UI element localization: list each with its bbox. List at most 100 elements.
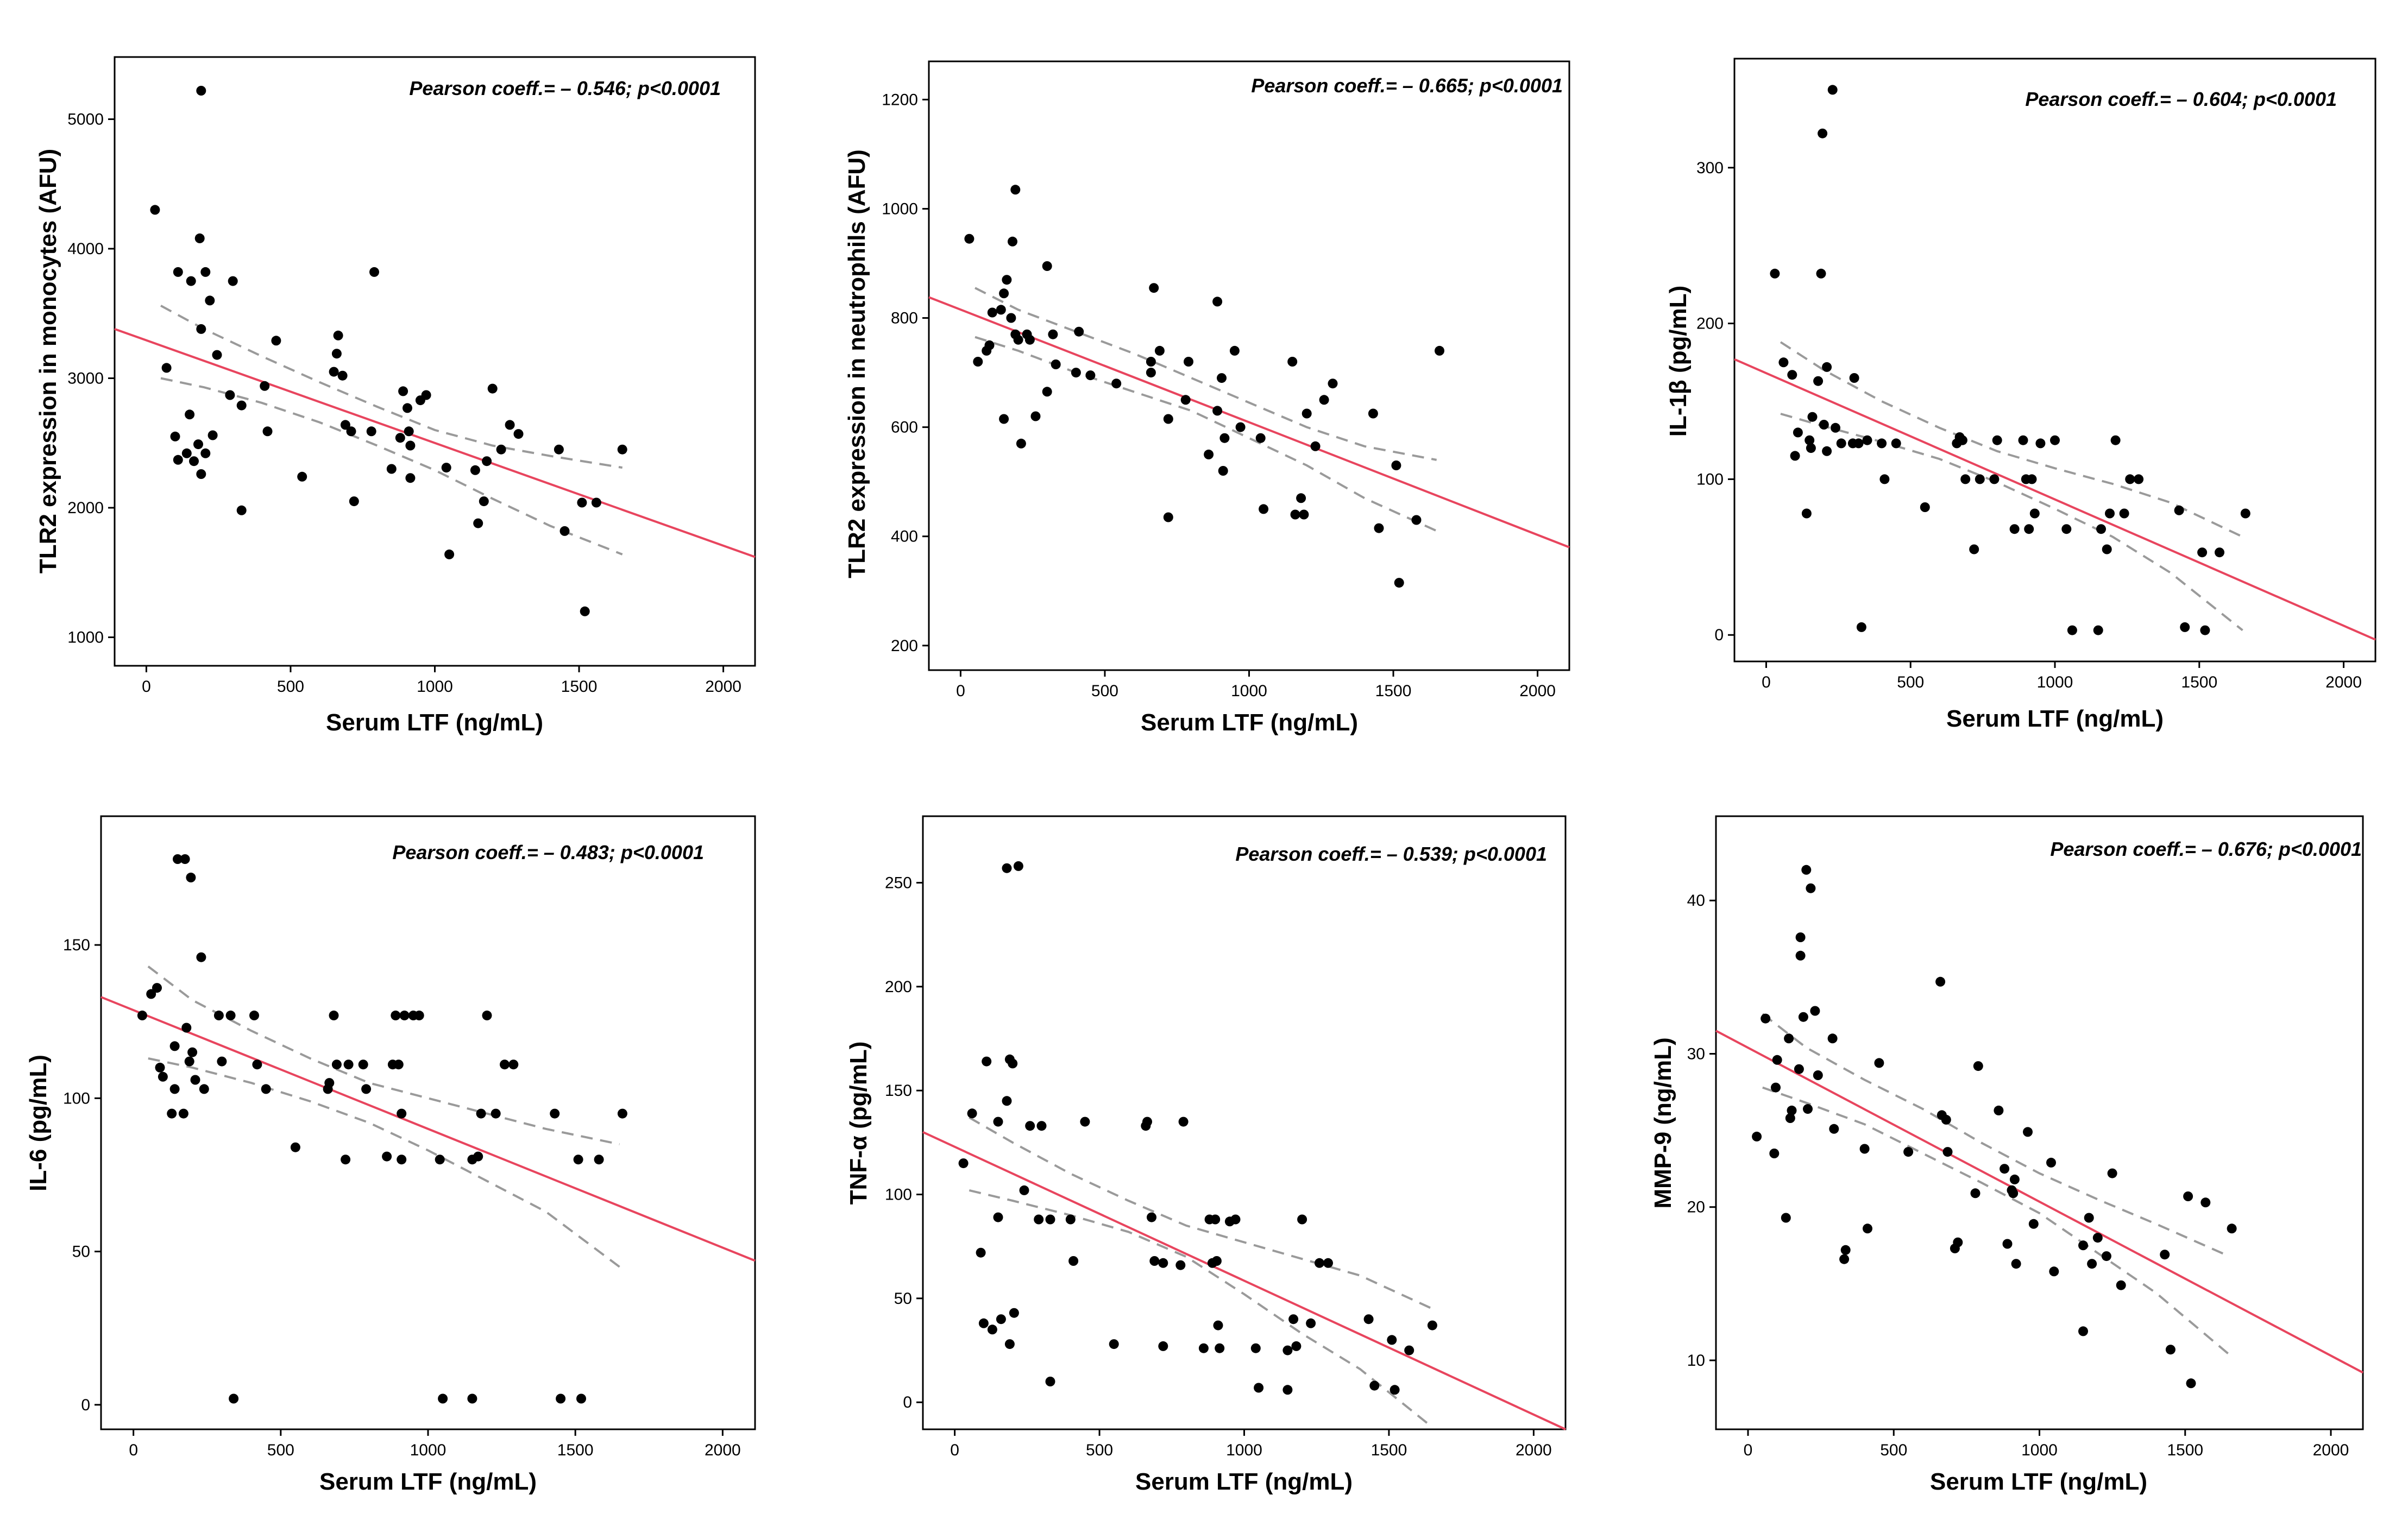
- data-point: [1235, 422, 1246, 432]
- y-tick-label: 150: [885, 1082, 912, 1100]
- data-point: [2046, 1157, 2056, 1168]
- data-point: [1801, 865, 1812, 875]
- x-axis-title: Serum LTF (ng/mL): [1930, 1468, 2147, 1495]
- data-point: [260, 381, 270, 391]
- data-point: [1862, 435, 1872, 445]
- data-point: [1827, 1033, 1838, 1044]
- x-axis-title: Serum LTF (ng/mL): [1135, 1468, 1353, 1495]
- data-point: [556, 1393, 566, 1404]
- data-point: [2024, 524, 2034, 534]
- data-point: [1435, 345, 1444, 356]
- data-point: [1787, 1105, 1797, 1115]
- y-tick-label: 2000: [67, 499, 104, 517]
- data-point: [1368, 408, 1378, 419]
- data-point: [964, 234, 974, 244]
- data-point: [1769, 1149, 1780, 1158]
- data-point: [1255, 433, 1266, 443]
- y-tick-label: 800: [891, 310, 918, 327]
- data-point: [1374, 523, 1384, 533]
- y-tick-label: 0: [1714, 626, 1724, 644]
- data-point: [1761, 1013, 1771, 1024]
- data-point: [1784, 1033, 1794, 1044]
- y-tick-label: 20: [1687, 1199, 1705, 1216]
- data-point: [1218, 466, 1228, 476]
- x-tick-label: 1000: [1226, 1441, 1262, 1459]
- data-point: [397, 1155, 407, 1165]
- data-point: [2105, 508, 2115, 519]
- data-point: [2186, 1378, 2196, 1389]
- data-point: [2183, 1191, 2193, 1201]
- data-point: [2078, 1326, 2088, 1336]
- data-point: [1411, 515, 1422, 525]
- points: [137, 854, 627, 1404]
- pearson-annotation: Pearson coeff.= – 0.483; p<0.0001: [392, 841, 704, 863]
- y-axis-title: IL-6 (pg/mL): [25, 1055, 52, 1191]
- data-point: [167, 1108, 177, 1119]
- data-point: [252, 1059, 262, 1070]
- data-point: [435, 1155, 445, 1165]
- data-point: [337, 370, 348, 381]
- data-point: [1074, 326, 1084, 337]
- x-tick-label: 500: [1897, 673, 1924, 691]
- data-point: [1794, 1064, 1804, 1074]
- y-axis: 0 50 100 150 200 250: [885, 874, 923, 1411]
- data-point: [249, 1010, 259, 1020]
- data-point: [594, 1155, 604, 1165]
- y-tick-label: 4000: [67, 240, 104, 258]
- pearson-annotation: Pearson coeff.= – 0.539; p<0.0001: [1235, 843, 1547, 865]
- data-point: [366, 426, 376, 437]
- data-point: [393, 1059, 404, 1070]
- data-point: [169, 1084, 180, 1094]
- x-tick-label: 1500: [561, 678, 598, 696]
- fit-line: [922, 1131, 1566, 1430]
- data-point: [180, 854, 190, 864]
- plot-frame: [1715, 815, 2364, 1430]
- ci-lower-line: [148, 1057, 620, 1268]
- data-point: [1394, 578, 1404, 588]
- x-tick-label: 1500: [1375, 682, 1412, 700]
- data-point: [158, 1071, 168, 1082]
- data-point: [271, 336, 281, 346]
- ci-upper-line: [974, 287, 1437, 461]
- data-point: [236, 505, 247, 515]
- x-tick-label: 2000: [2325, 673, 2362, 691]
- y-tick-label: 300: [1696, 159, 1724, 177]
- x-tick-label: 500: [1086, 1441, 1113, 1459]
- points: [1770, 85, 2250, 635]
- data-point: [1315, 1258, 1324, 1268]
- data-point: [1856, 622, 1866, 632]
- data-point: [1290, 509, 1300, 520]
- x-tick-label: 500: [1091, 682, 1118, 700]
- x-tick-label: 2000: [1519, 682, 1556, 700]
- data-point: [1184, 357, 1193, 367]
- data-point: [987, 307, 997, 318]
- data-point: [473, 518, 483, 528]
- x-tick-label: 1000: [417, 678, 453, 696]
- data-point: [405, 473, 416, 483]
- data-point: [1068, 1256, 1079, 1266]
- x-tick-label: 1500: [1371, 1441, 1407, 1459]
- data-point: [391, 1010, 401, 1020]
- data-point: [2067, 625, 2077, 635]
- data-point: [1795, 950, 1806, 961]
- x-tick-label: 2000: [705, 1441, 741, 1459]
- data-point: [343, 1059, 354, 1070]
- x-tick-label: 500: [277, 678, 304, 696]
- data-point: [2227, 1223, 2237, 1234]
- data-point: [1787, 370, 1797, 380]
- data-point: [1829, 1124, 1839, 1134]
- data-point: [1323, 1258, 1333, 1268]
- x-tick-label: 0: [142, 678, 151, 696]
- data-point: [1942, 1147, 1953, 1157]
- x-axis: 0 500 1000 1500 2000: [956, 670, 1556, 700]
- data-point: [324, 1078, 335, 1088]
- data-point: [573, 1155, 583, 1165]
- ci-lower-line: [1780, 413, 2243, 632]
- data-point: [1793, 427, 1803, 438]
- data-point: [1146, 357, 1156, 367]
- data-point: [978, 1318, 989, 1328]
- data-point: [161, 363, 172, 373]
- data-point: [137, 1010, 147, 1020]
- ci-upper-line: [1780, 341, 2243, 538]
- y-tick-label: 50: [894, 1290, 912, 1308]
